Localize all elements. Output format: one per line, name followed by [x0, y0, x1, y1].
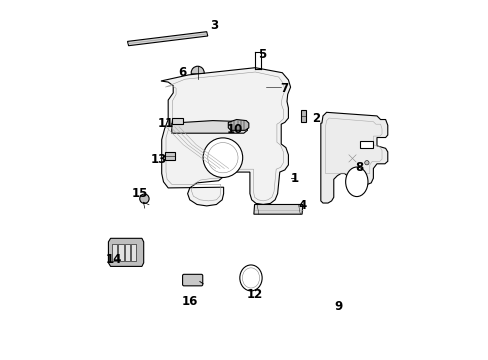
Text: 9: 9 [334, 300, 342, 313]
Text: 1: 1 [290, 172, 298, 185]
Text: 14: 14 [106, 253, 122, 266]
Polygon shape [320, 112, 387, 203]
Polygon shape [125, 244, 130, 261]
Ellipse shape [345, 167, 367, 197]
Circle shape [364, 161, 368, 165]
Text: 8: 8 [355, 161, 363, 174]
Polygon shape [171, 121, 247, 133]
Polygon shape [360, 141, 373, 148]
Circle shape [203, 138, 242, 177]
Text: 12: 12 [246, 288, 262, 301]
Text: 3: 3 [209, 19, 218, 32]
Polygon shape [171, 118, 182, 124]
Text: 10: 10 [226, 123, 242, 136]
Text: 7: 7 [280, 82, 287, 95]
Text: 11: 11 [158, 117, 174, 130]
Text: 15: 15 [132, 187, 148, 200]
Circle shape [191, 66, 204, 79]
Polygon shape [161, 68, 290, 206]
Text: 2: 2 [312, 112, 320, 125]
Polygon shape [127, 32, 207, 46]
Text: 13: 13 [150, 153, 166, 166]
Circle shape [140, 194, 149, 203]
Polygon shape [118, 244, 123, 261]
Polygon shape [131, 244, 136, 261]
Polygon shape [227, 76, 265, 87]
Text: 6: 6 [178, 66, 186, 78]
Polygon shape [301, 110, 306, 122]
Polygon shape [253, 204, 302, 214]
Polygon shape [112, 244, 117, 261]
Text: 5: 5 [257, 48, 265, 61]
Polygon shape [228, 120, 248, 130]
Text: 4: 4 [297, 199, 305, 212]
FancyBboxPatch shape [182, 274, 203, 286]
Polygon shape [265, 83, 280, 92]
Polygon shape [108, 238, 143, 266]
Ellipse shape [239, 265, 262, 291]
Polygon shape [165, 152, 175, 160]
Text: 16: 16 [181, 295, 198, 308]
